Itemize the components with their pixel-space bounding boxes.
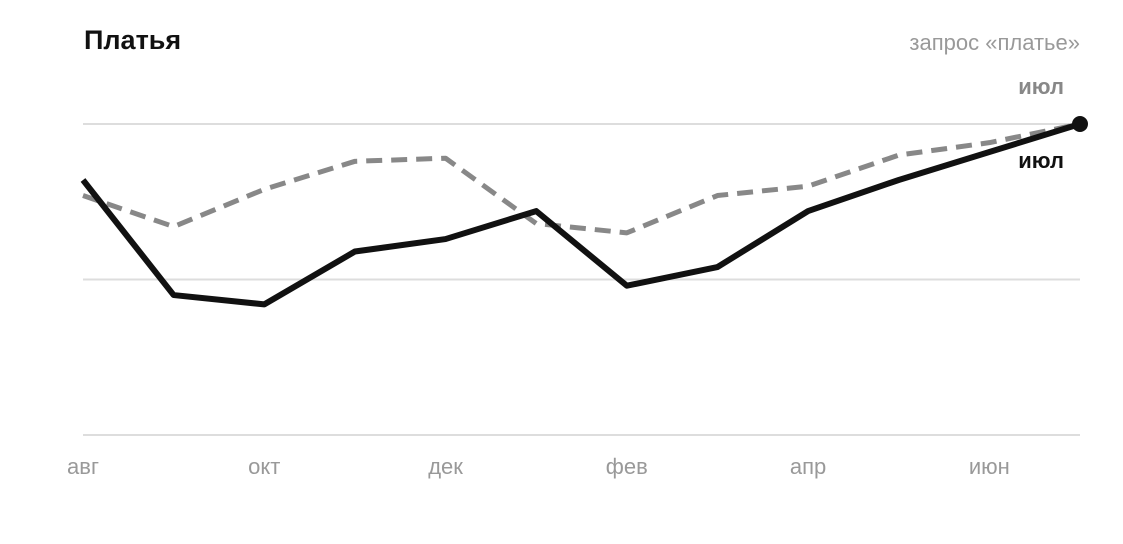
chart-title: Платья bbox=[84, 25, 181, 55]
x-tick-label: окт bbox=[248, 454, 280, 479]
series-line bbox=[82, 121, 1081, 236]
x-tick-label: авг bbox=[67, 454, 99, 479]
series-line bbox=[80, 121, 1081, 308]
x-tick-label: июн bbox=[969, 454, 1010, 479]
end-label: июл bbox=[1018, 74, 1064, 99]
x-tick-label: дек bbox=[428, 454, 463, 479]
x-tick-label: фев bbox=[606, 454, 648, 479]
x-tick-label: апр bbox=[790, 454, 826, 479]
end-dot bbox=[1072, 116, 1088, 132]
chart-subtitle: запрос «платье» bbox=[909, 30, 1080, 55]
end-label: июл bbox=[1018, 148, 1064, 173]
